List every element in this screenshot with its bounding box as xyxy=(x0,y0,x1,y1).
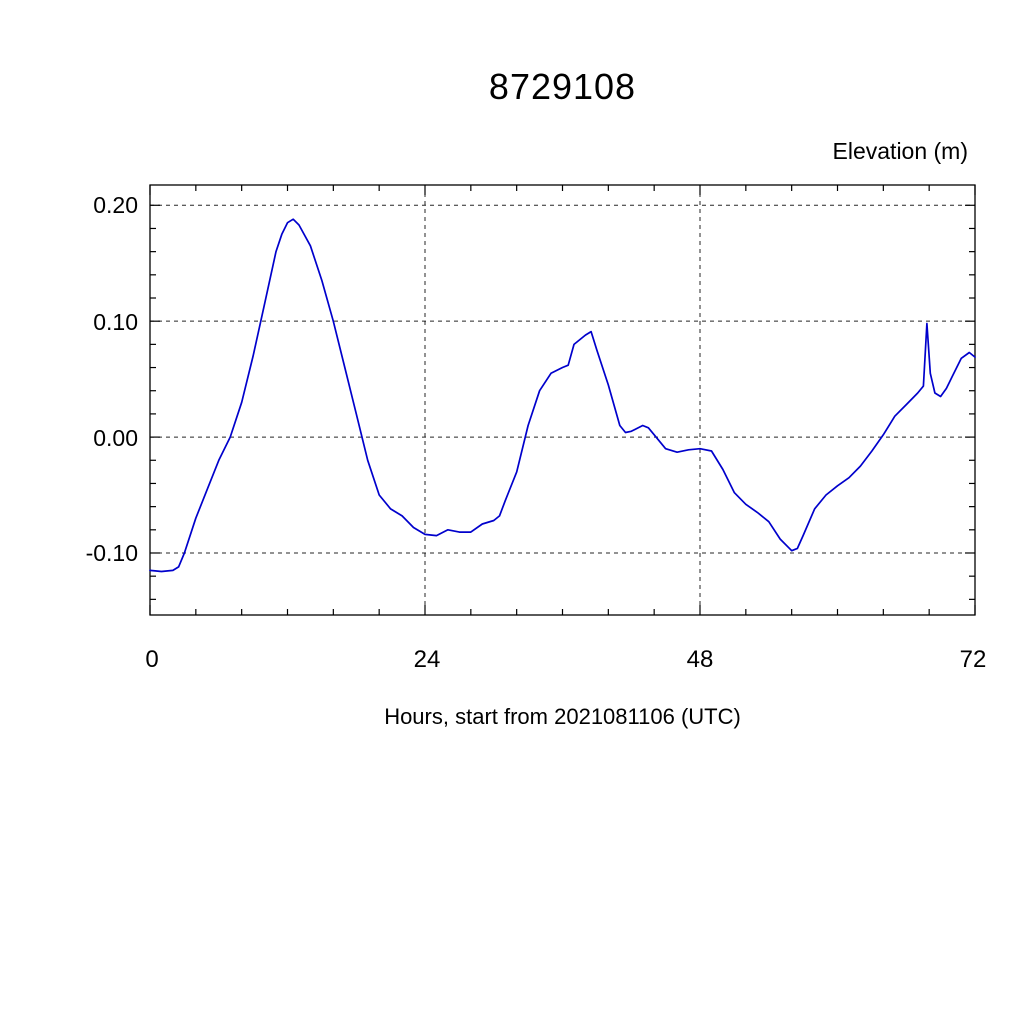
y-tick-label: 0.00 xyxy=(93,425,138,451)
y-tick-label: -0.10 xyxy=(85,540,138,566)
y-tick-label: 0.10 xyxy=(93,309,138,335)
x-tick-label: 24 xyxy=(413,646,441,673)
x-tick-label: 72 xyxy=(959,646,987,673)
x-tick-label: 0 xyxy=(145,646,159,673)
y-tick-label: 0.20 xyxy=(93,192,138,218)
y-axis-label: Elevation (m) xyxy=(832,138,968,164)
x-tick-label: 48 xyxy=(686,646,714,673)
station-title: 8729108 xyxy=(488,66,637,107)
x-axis-label: Hours, start from 2021081106 (UTC) xyxy=(384,704,741,729)
